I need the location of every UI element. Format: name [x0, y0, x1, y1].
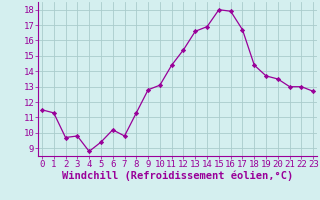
X-axis label: Windchill (Refroidissement éolien,°C): Windchill (Refroidissement éolien,°C) [62, 171, 293, 181]
